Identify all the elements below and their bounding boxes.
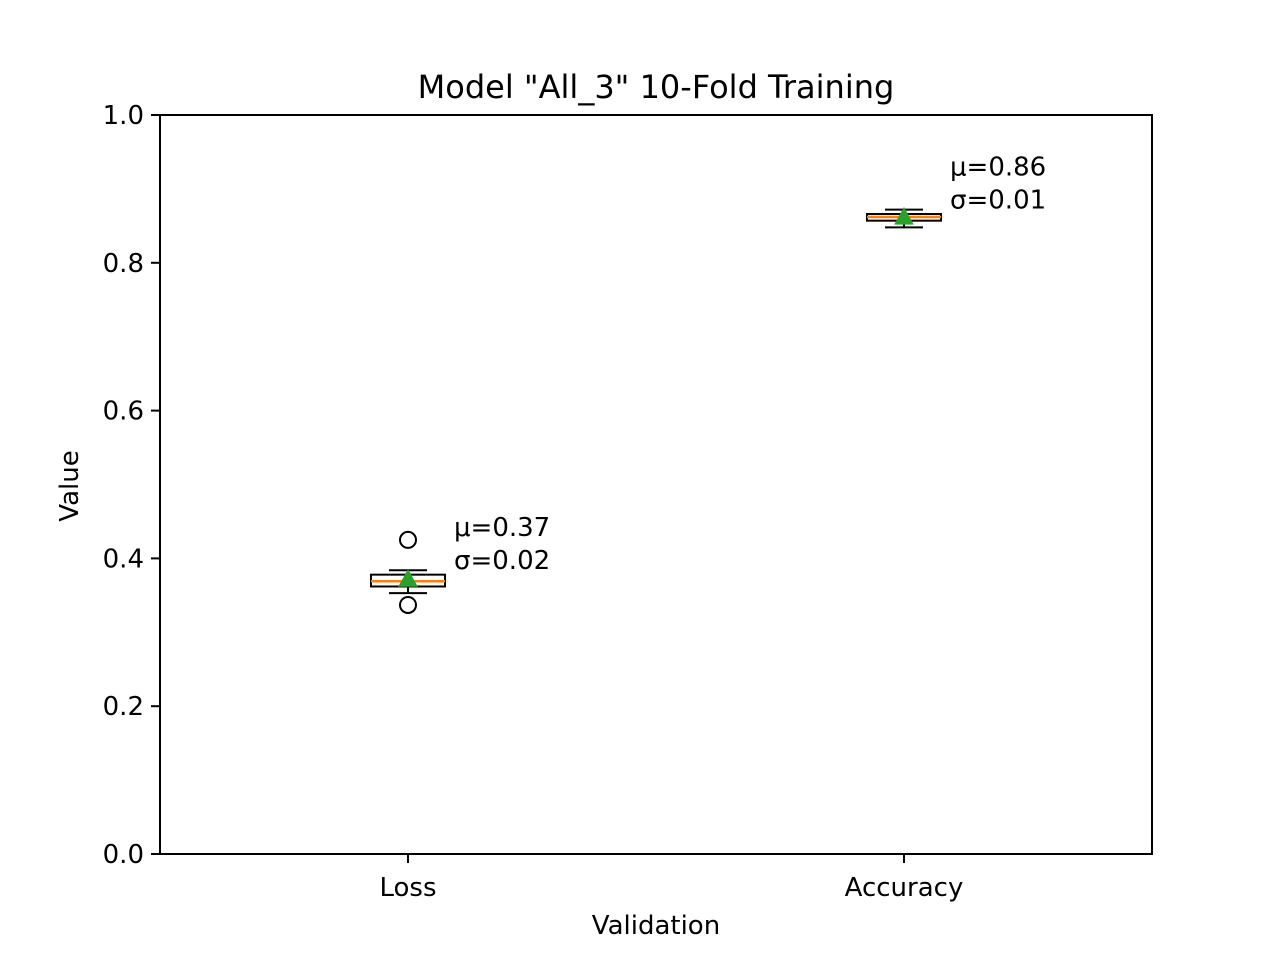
box-accuracy: μ=0.86σ=0.01 [867, 153, 1046, 228]
y-tick-label: 0.8 [103, 249, 144, 279]
box-loss: μ=0.37σ=0.02 [371, 513, 550, 613]
y-tick-label: 1.0 [103, 101, 144, 131]
stats-annotation: μ=0.86 [950, 153, 1046, 183]
x-tick-label: Loss [379, 873, 436, 903]
x-axis: Loss Accuracy [379, 854, 963, 903]
plot-frame [160, 115, 1152, 854]
y-tick-label: 0.6 [103, 397, 144, 427]
y-tick-label: 0.0 [103, 840, 144, 870]
x-axis-label: Validation [592, 911, 720, 941]
plot-area [160, 115, 1152, 854]
y-axis-label: Value [55, 450, 85, 521]
y-axis: 0.0 0.2 0.4 0.6 0.8 1.0 [103, 101, 160, 870]
mean-marker [399, 570, 417, 586]
x-tick-label: Accuracy [845, 873, 964, 903]
y-tick-label: 0.2 [103, 692, 144, 722]
stats-annotation: σ=0.02 [454, 546, 550, 576]
stats-annotation: σ=0.01 [950, 186, 1046, 216]
outlier-point [400, 532, 416, 548]
outlier-point [400, 597, 416, 613]
y-tick-label: 0.4 [103, 544, 144, 574]
boxes: μ=0.37σ=0.02 μ=0.86σ=0.01 [371, 153, 1046, 613]
chart-title: Model "All_3" 10-Fold Training [418, 68, 895, 106]
stats-annotation: μ=0.37 [454, 513, 550, 543]
